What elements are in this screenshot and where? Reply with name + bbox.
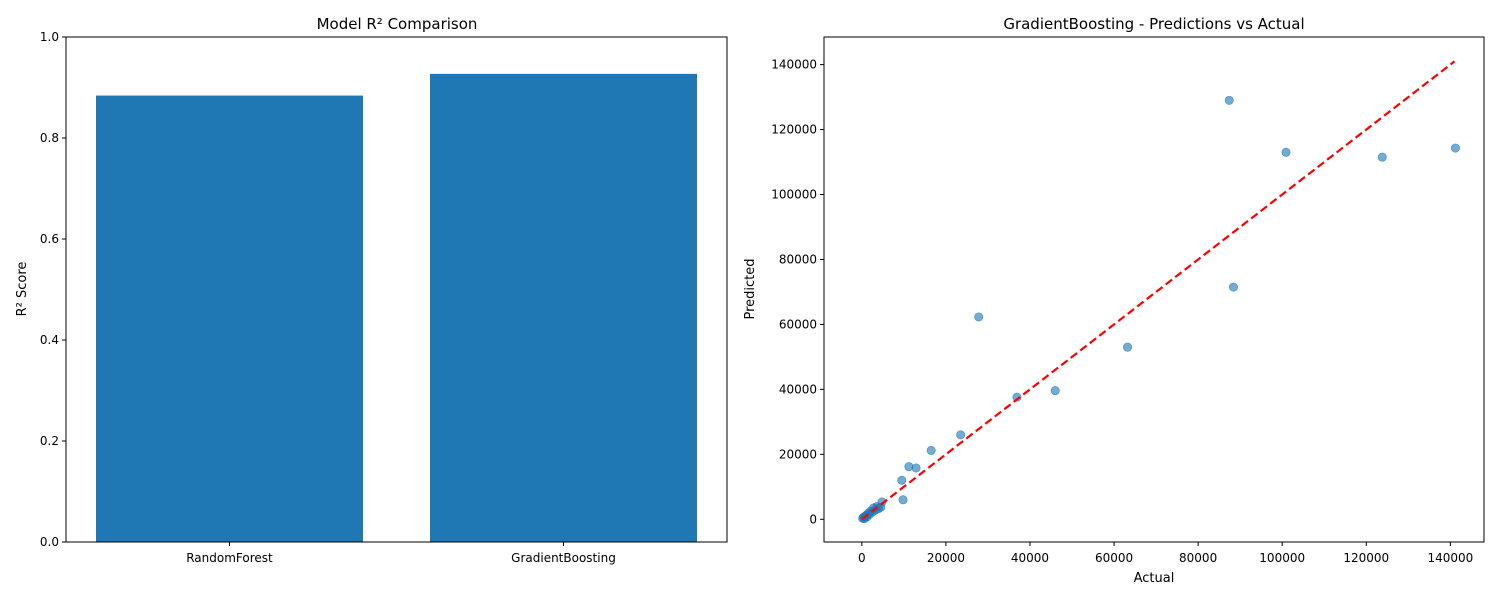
scatter-x-tick-label: 20000: [927, 551, 965, 565]
scatter-point: [1224, 95, 1234, 105]
scatter-point: [877, 497, 887, 507]
scatter-y-tick-label: 120000: [771, 123, 817, 137]
scatter-point: [1377, 152, 1387, 162]
bar-series: [96, 73, 697, 543]
scatter-y-tick-label: 20000: [779, 447, 817, 461]
bar-y-tick-label: 1.0: [40, 30, 59, 44]
scatter-y-tick-label: 0: [809, 512, 817, 526]
scatter-y-tick-label: 80000: [779, 252, 817, 266]
scatter-x-tick-label: 0: [858, 551, 866, 565]
scatter-point: [974, 312, 984, 322]
bar-chart-ylabel: R² Score: [15, 262, 30, 317]
scatter-x-tick-label: 80000: [1179, 551, 1217, 565]
scatter-point: [1123, 342, 1133, 352]
bar-y-tick-label: 0.6: [40, 232, 59, 246]
scatter-chart-ylabel: Predicted: [743, 258, 758, 319]
bar-gradientboosting: [430, 73, 697, 543]
scatter-point: [897, 475, 907, 485]
bar-chart-title: Model R² Comparison: [317, 15, 478, 33]
scatter-point: [898, 495, 908, 505]
scatter-x-tick-label: 40000: [1011, 551, 1049, 565]
bar-x-axis-ticks: RandomForest GradientBoosting: [186, 542, 616, 565]
bar-y-axis-ticks: 0.0 0.2 0.4 0.6 0.8 1.0: [40, 30, 66, 549]
scatter-point: [926, 445, 936, 455]
scatter-point: [1050, 386, 1060, 396]
bar-plot-frame: [65, 36, 728, 543]
scatter-point: [1281, 147, 1291, 157]
scatter-point: [1450, 143, 1460, 153]
scatter-points: [858, 95, 1460, 524]
scatter-x-tick-label: 120000: [1343, 551, 1389, 565]
scatter-plot-frame: [823, 36, 1485, 543]
scatter-x-tick-label: 60000: [1095, 551, 1133, 565]
bar-x-tick-label: GradientBoosting: [511, 551, 616, 565]
scatter-y-axis-ticks: 0 20000 40000 60000 80000 100000 120000 140000: [771, 58, 824, 526]
scatter-point: [1228, 282, 1238, 292]
scatter-chart-xlabel: Actual: [1134, 571, 1175, 586]
scatter-y-tick-label: 140000: [771, 58, 817, 72]
scatter-chart: GradientBoosting - Predictions vs Actual…: [743, 15, 1485, 586]
bar-randomforest: [96, 95, 363, 542]
scatter-chart-title: GradientBoosting - Predictions vs Actual: [1003, 15, 1304, 33]
scatter-x-axis-ticks: 0 20000 40000 60000 80000 100000 120000 140000: [858, 542, 1473, 565]
scatter-x-tick-label: 140000: [1427, 551, 1473, 565]
scatter-y-tick-label: 60000: [779, 317, 817, 331]
bar-x-tick-label: RandomForest: [186, 551, 273, 565]
bar-y-tick-label: 0.8: [40, 131, 59, 145]
reference-line: [861, 60, 1456, 521]
scatter-y-tick-label: 100000: [771, 188, 817, 202]
bar-y-tick-label: 0.0: [40, 535, 59, 549]
bar-y-tick-label: 0.2: [40, 434, 59, 448]
scatter-point: [911, 463, 921, 473]
scatter-point: [956, 430, 966, 440]
bar-y-tick-label: 0.4: [40, 333, 59, 347]
r2-bar-chart: Model R² Comparison R² Score RandomFores…: [15, 15, 728, 565]
scatter-y-tick-label: 40000: [779, 382, 817, 396]
scatter-point: [1012, 392, 1022, 402]
scatter-x-tick-label: 100000: [1259, 551, 1305, 565]
